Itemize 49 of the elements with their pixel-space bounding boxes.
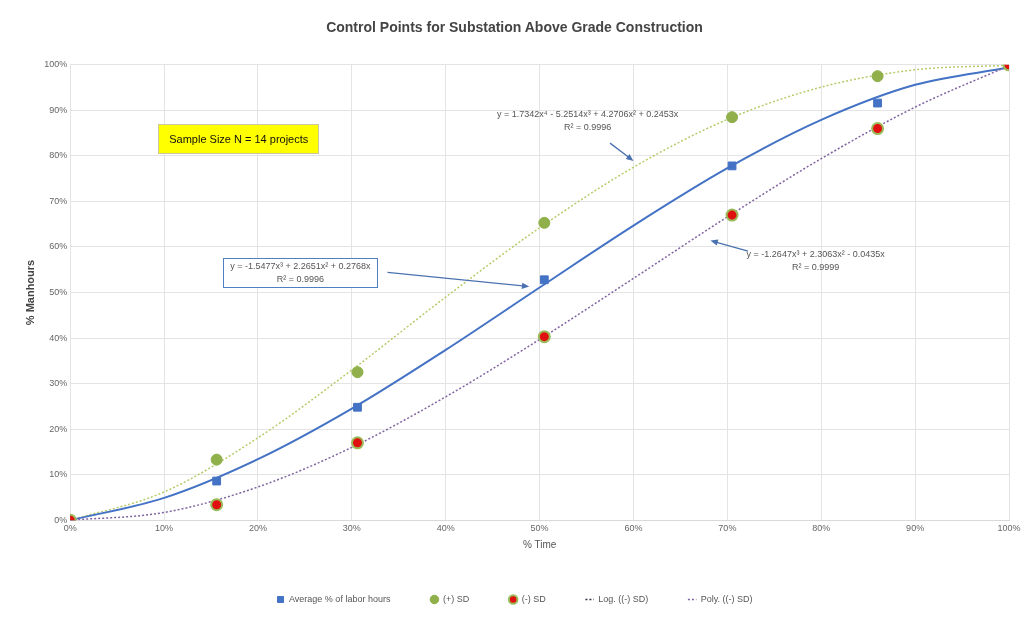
x-tick-label: 20% [248, 523, 267, 534]
y-tick-label: 90% [49, 104, 68, 115]
point [351, 366, 364, 379]
point [539, 275, 549, 285]
x-tick-label: 50% [530, 523, 549, 534]
x-tick-label: 90% [906, 523, 925, 534]
y-axis-title: % Manhours [23, 259, 36, 326]
y-tick-label: 70% [49, 195, 68, 206]
y-tick-label: 80% [49, 150, 68, 161]
point [350, 436, 364, 450]
y-tick-label: 40% [49, 332, 68, 343]
y-tick-label: 50% [49, 286, 68, 297]
annotation: y = -1.2647x³ + 2.3063x² - 0.0435x R² = 0.9999 [746, 248, 885, 275]
point [873, 98, 882, 108]
x-tick-label: 80% [812, 523, 831, 534]
point [210, 498, 224, 512]
point [727, 161, 737, 171]
legend-label: Average % of labor hours [289, 593, 391, 604]
x-tick-label: 100% [997, 523, 1021, 534]
legend-label: (-) SD [521, 593, 547, 604]
point [537, 330, 551, 344]
x-tick-label: 0% [63, 523, 77, 534]
y-tick-label: 30% [49, 378, 68, 389]
x-tick-label: 70% [718, 523, 737, 534]
annotation: Sample Size N = 14 projects [158, 123, 320, 154]
legend-label: Poly. ((-) SD) [700, 593, 753, 604]
x-tick-label: 40% [436, 523, 455, 534]
point [210, 453, 223, 466]
y-tick-label: 20% [49, 423, 68, 434]
point [538, 216, 551, 229]
point [212, 476, 222, 486]
point [353, 402, 362, 412]
annotation: y = 1.7342x⁴ - 5.2514x³ + 4.2706x² + 0.2453x R² = 0.9996 [496, 107, 679, 134]
x-tick-label: 30% [342, 523, 361, 534]
point [726, 111, 739, 124]
y-tick-label: 10% [49, 469, 68, 480]
y-tick-label: 60% [49, 241, 68, 252]
x-tick-label: 10% [155, 523, 174, 534]
y-tick-label: 0% [54, 514, 68, 525]
point [871, 70, 884, 83]
x-axis-title: % Time [522, 538, 557, 550]
point [725, 208, 739, 222]
y-tick-label: 100% [44, 59, 68, 70]
x-tick-label: 60% [624, 523, 643, 534]
annotation: y = -1.5477x³ + 2.2651x² + 0.2768x R² = 0.9996 [223, 258, 378, 289]
legend-label: (+) SD [442, 593, 470, 604]
chart-title: Control Points for Substation Above Grade Construction [326, 19, 703, 36]
legend-label: Log. ((-) SD) [598, 593, 649, 604]
point [871, 122, 885, 136]
